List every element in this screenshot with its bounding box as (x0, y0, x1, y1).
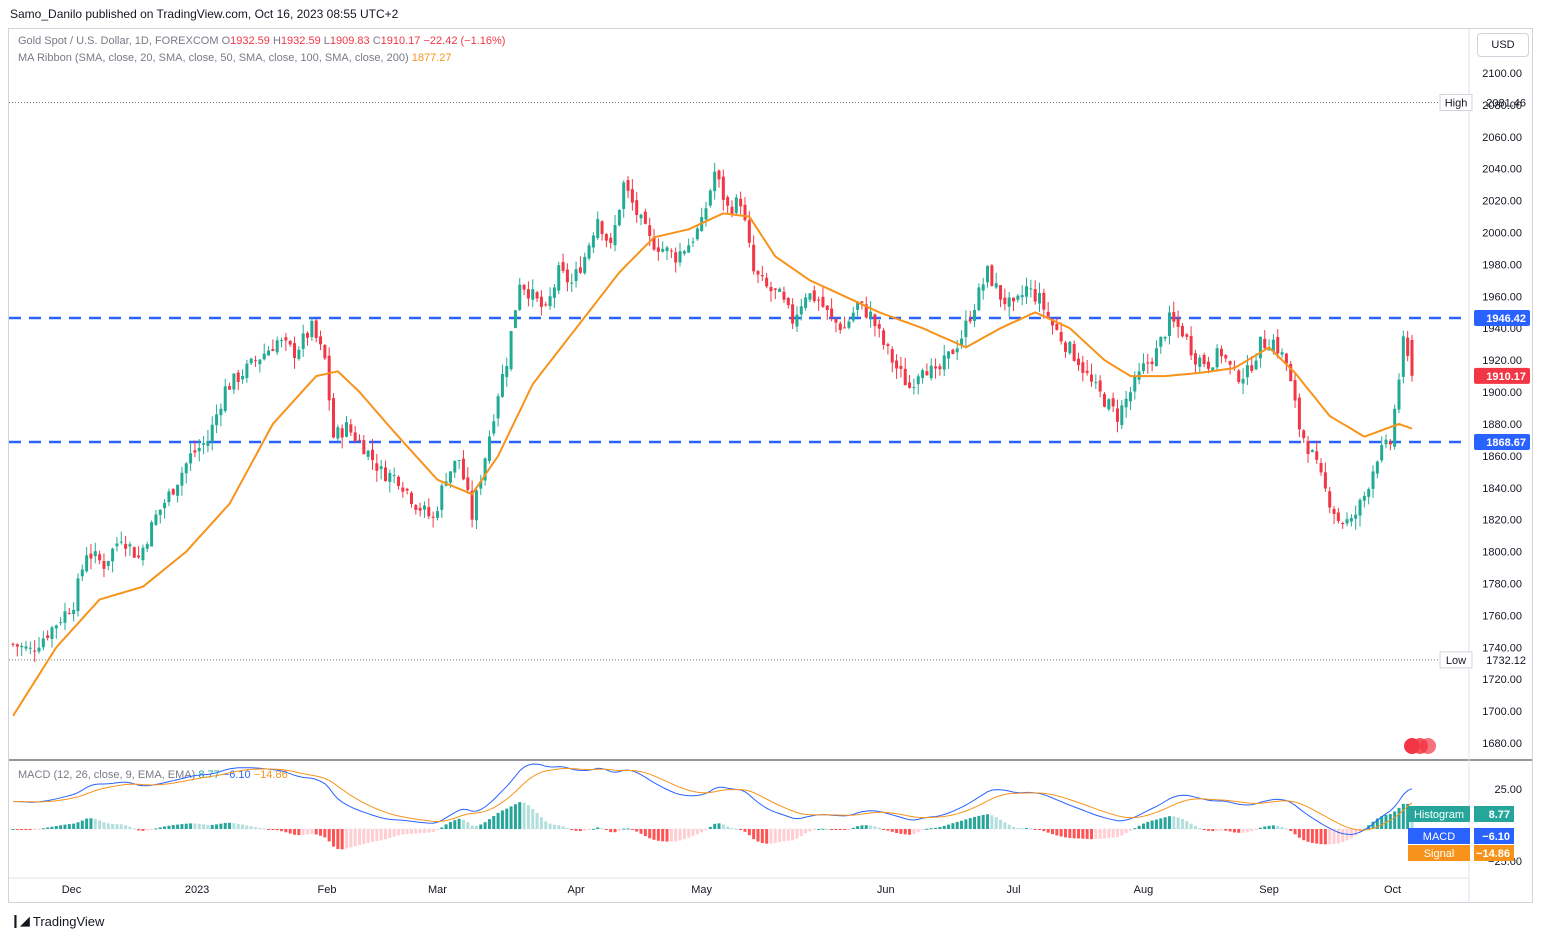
ohlc-close: 1910.17 (380, 35, 421, 47)
ohlc-change: −22.42 (−1.16%) (423, 35, 506, 47)
currency-button[interactable]: USD (1477, 33, 1529, 57)
indicator-legend: MA Ribbon (SMA, close, 20, SMA, close, 5… (18, 52, 452, 64)
macd-legend: MACD (12, 26, close, 9, EMA, EMA) 8.77 −… (18, 769, 288, 781)
ohlc-close-label: C (372, 35, 381, 47)
ohlc-open-label: O (221, 35, 231, 47)
macd-title[interactable]: MACD (12, 26, close, 9, EMA, EMA) (18, 769, 196, 781)
ohlc-high: 1932.59 (280, 35, 321, 47)
indicator-title[interactable]: MA Ribbon (SMA, close, 20, SMA, close, 5… (18, 52, 409, 64)
macd-legend-macd: −6.10 (222, 769, 251, 781)
symbol-title[interactable]: Gold Spot / U.S. Dollar, 1D, FOREXCOM (18, 35, 219, 47)
tradingview-logo-icon: ❙◢ (10, 913, 30, 928)
ohlc-high-label: H (272, 35, 281, 47)
footer-brand-label: TradingView (32, 913, 105, 929)
ohlc-low-label: L (323, 35, 330, 47)
publisher-line: Samo_Danilo published on TradingView.com… (10, 7, 399, 21)
macd-legend-hist: 8.77 (198, 769, 220, 781)
symbol-legend: Gold Spot / U.S. Dollar, 1D, FOREXCOM O1… (18, 35, 505, 47)
indicator-value: 1877.27 (411, 52, 452, 64)
ohlc-open: 1932.59 (230, 35, 270, 47)
macd-legend-signal: −14.86 (253, 769, 288, 781)
footer-brand[interactable]: ❙◢ TradingView (10, 913, 104, 929)
chart-frame (8, 28, 1533, 903)
ohlc-low: 1909.83 (329, 35, 370, 47)
